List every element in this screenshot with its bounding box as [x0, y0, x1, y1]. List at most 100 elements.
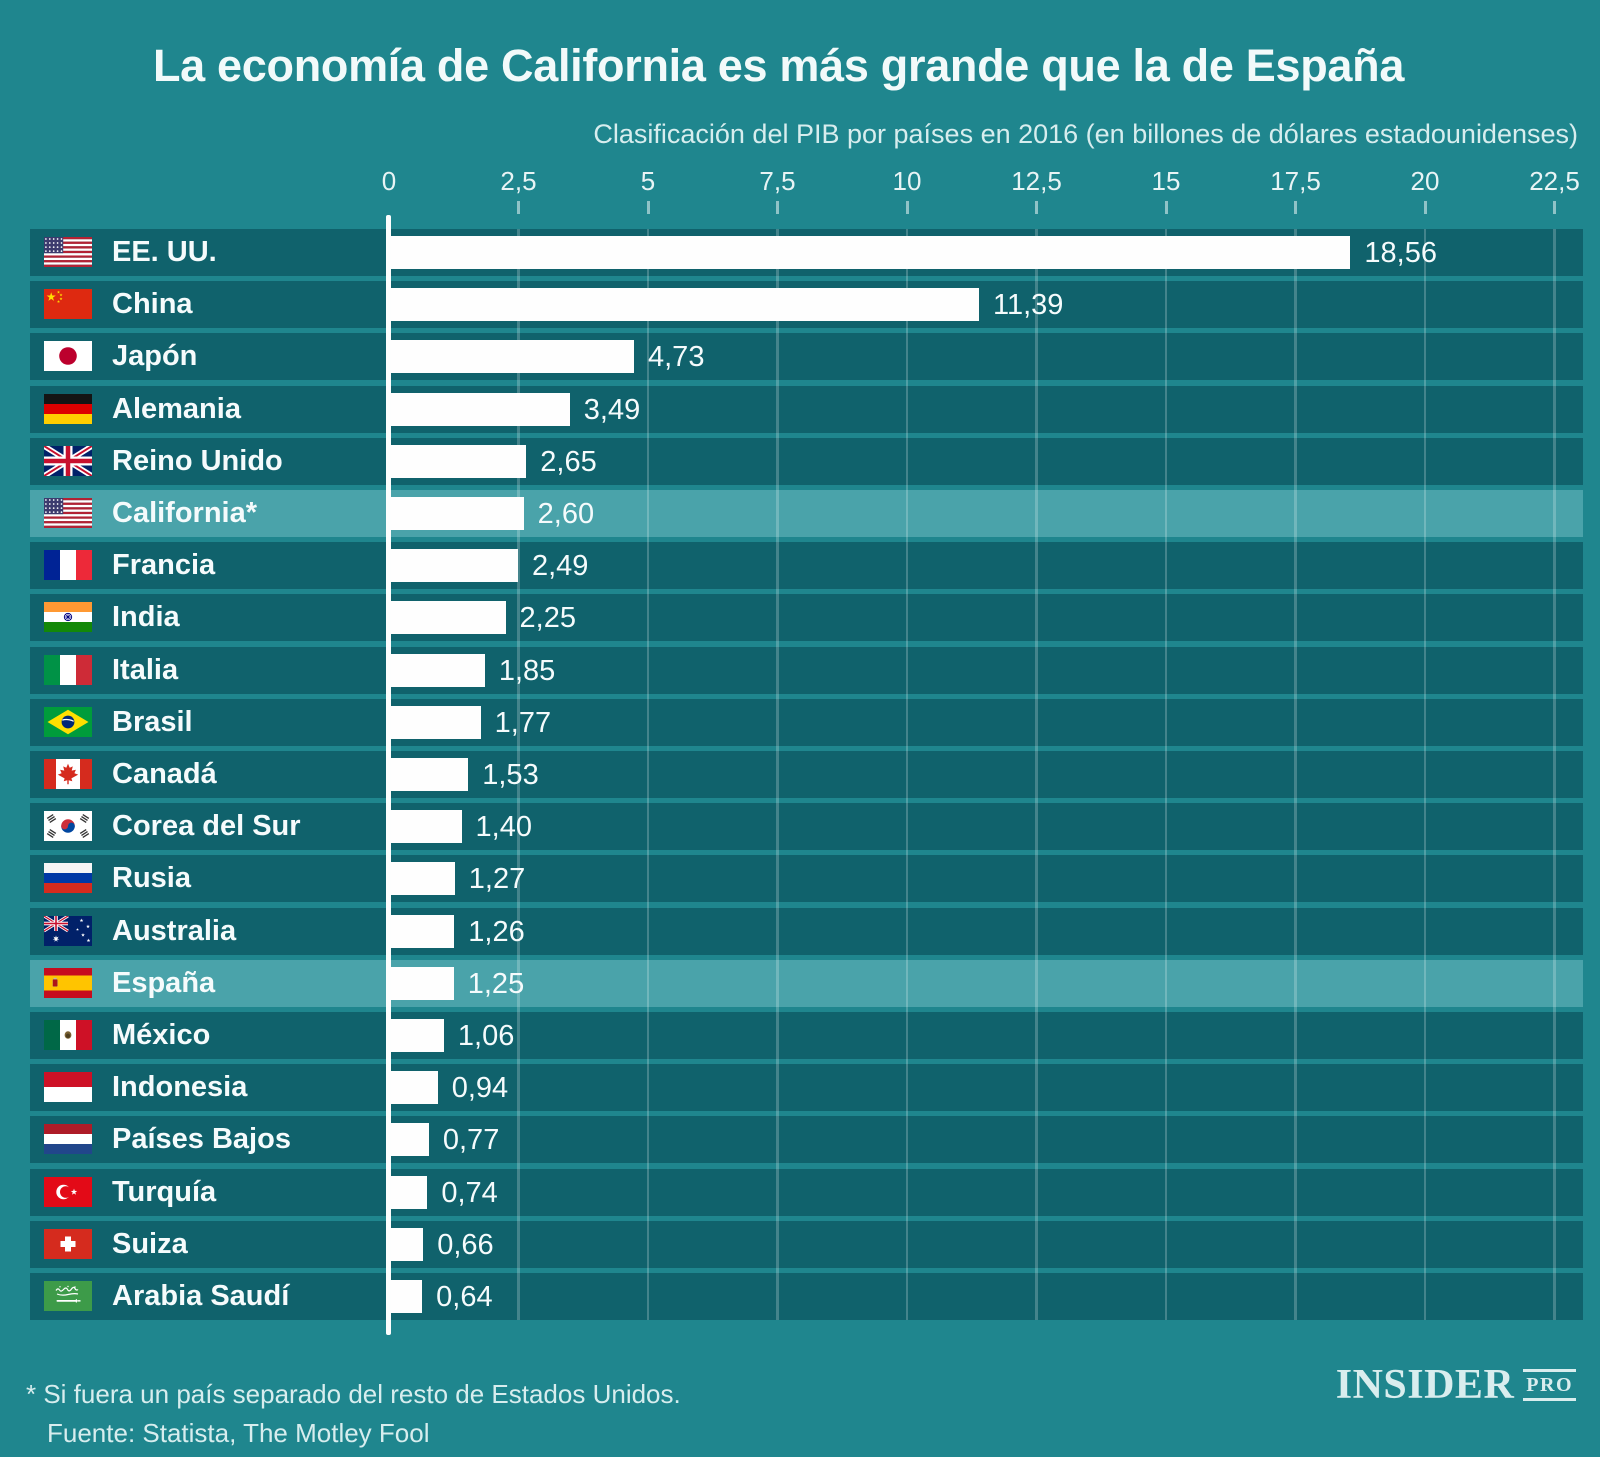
us-flag-icon [44, 498, 92, 528]
gdp-bar [389, 1175, 428, 1209]
chart-row: España 1,25 [30, 959, 1583, 1007]
value-label: 18,56 [1364, 237, 1437, 269]
value-label: 1,27 [468, 863, 526, 896]
tr-flag-icon [44, 1176, 92, 1207]
us-flag-icon [44, 237, 92, 267]
chart-row: China 11,39 [30, 281, 1583, 329]
gdp-bar [389, 444, 527, 478]
country-label: Francia [112, 549, 216, 582]
value-label: 1,85 [498, 654, 556, 687]
value-label: 2,49 [531, 550, 589, 583]
gdp-bar [389, 340, 634, 374]
gdp-bar [389, 549, 518, 583]
axis-tick [1035, 201, 1038, 214]
chart-row: Indonesia 0,94 [30, 1064, 1583, 1112]
country-label: California* [112, 497, 258, 529]
gridline [1294, 229, 1297, 1320]
au-flag-icon [44, 915, 92, 946]
axis-tick [1164, 201, 1168, 214]
it-flag-icon [44, 654, 92, 685]
chart-row: California* 2,60 [30, 490, 1583, 537]
country-label: Brasil [112, 705, 193, 738]
mx-flag-icon [44, 1020, 92, 1050]
gdp-bar [389, 392, 570, 426]
axis-tick [776, 201, 779, 214]
country-label: Japón [112, 340, 198, 373]
gridline [1164, 229, 1168, 1320]
fr-flag-icon [44, 550, 92, 581]
axis-tick-label: 20 [1410, 166, 1440, 196]
axis-tick-label: 17,5 [1270, 166, 1321, 196]
gb-flag-icon [44, 445, 92, 476]
gdp-bar [389, 1227, 424, 1261]
axis-tick-label: 15 [1151, 166, 1181, 196]
gdp-bar [389, 1280, 423, 1313]
gdp-bar [389, 1019, 444, 1052]
gdp-bar [389, 705, 481, 739]
ru-flag-icon [44, 863, 92, 894]
chart-row: Turquía 0,74 [30, 1168, 1583, 1216]
country-label: Suiza [112, 1227, 188, 1260]
value-label: 1,53 [482, 759, 539, 791]
de-flag-icon [44, 393, 92, 424]
br-flag-icon [44, 706, 92, 737]
axis-tick-label: 0 [381, 166, 397, 196]
value-label: 3,49 [583, 393, 641, 426]
chart-row: Japón 4,73 [30, 333, 1583, 381]
chart-row: Canadá 1,53 [30, 751, 1583, 798]
country-label: Arabia Saudí [112, 1280, 290, 1312]
page-title: La economía de California es más grande … [152, 40, 1405, 91]
value-label: 4,73 [648, 341, 705, 374]
gdp-bar [389, 810, 462, 844]
chart-row: Francia 2,49 [30, 542, 1583, 590]
value-label: 0,77 [442, 1124, 500, 1157]
sa-flag-icon [44, 1281, 92, 1311]
value-label: 1,77 [494, 706, 552, 739]
chart-row: Suiza 0,66 [30, 1220, 1583, 1268]
gdp-bar [389, 758, 469, 791]
nl-flag-icon [44, 1124, 92, 1155]
jp-flag-icon [44, 341, 92, 372]
value-label: 2,60 [537, 498, 595, 530]
value-label: 2,25 [519, 602, 576, 635]
axis-tick [1553, 201, 1556, 214]
chart-row: Alemania 3,49 [30, 385, 1583, 433]
gdp-bar [389, 862, 455, 896]
gridline [1553, 229, 1556, 1320]
gdp-bar [389, 1123, 429, 1157]
country-label: Reino Unido [112, 444, 283, 477]
gdp-bar [389, 601, 506, 635]
chart-row: Arabia Saudí 0,64 [30, 1273, 1583, 1320]
axis-tick-label: 10 [892, 166, 922, 196]
chart-row: Países Bajos 0,77 [30, 1116, 1583, 1164]
value-label: 1,25 [467, 967, 525, 1000]
gdp-bar [389, 653, 485, 687]
value-label: 0,66 [437, 1228, 494, 1261]
axis-tick-label: 22,5 [1529, 166, 1580, 196]
gdp-bar [389, 966, 454, 1000]
chart-row: India 2,25 [30, 594, 1583, 642]
chart-row: México 1,06 [30, 1012, 1583, 1059]
chart-row: Corea del Sur 1,40 [30, 803, 1583, 851]
axis-tick-label: 7,5 [759, 166, 796, 196]
axis-tick-label: 12,5 [1011, 166, 1062, 196]
country-label: EE. UU. [112, 236, 217, 268]
value-label: 0,64 [436, 1281, 493, 1313]
gridline [646, 229, 650, 1320]
gdp-bar [389, 497, 524, 530]
cn-flag-icon [44, 289, 92, 320]
axis-baseline [386, 215, 391, 1335]
gridline [905, 229, 909, 1320]
chart-row: Italia 1,85 [30, 646, 1583, 694]
es-flag-icon [44, 967, 92, 998]
value-label: 1,06 [457, 1020, 515, 1052]
footnote: * Si fuera un país separado del resto de… [26, 1379, 681, 1409]
axis-tick-label: 2,5 [500, 166, 537, 196]
value-label: 0,94 [451, 1072, 509, 1105]
gdp-bar [389, 914, 455, 948]
kr-flag-icon [44, 811, 92, 842]
chart-row: Brasil 1,77 [30, 698, 1583, 746]
country-label: Países Bajos [112, 1123, 291, 1156]
country-label: Canadá [112, 758, 217, 790]
